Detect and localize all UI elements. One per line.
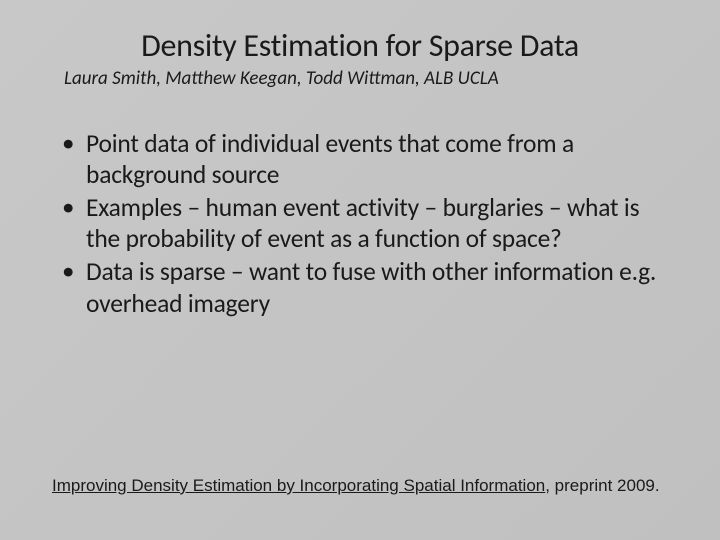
bullet-list: Point data of individual events that com… bbox=[50, 128, 670, 476]
bullet-item: Data is sparse – want to fuse with other… bbox=[62, 256, 670, 318]
citation: Improving Density Estimation by Incorpor… bbox=[50, 476, 670, 496]
citation-link: Improving Density Estimation by Incorpor… bbox=[52, 476, 545, 495]
slide-container: Density Estimation for Sparse Data Laura… bbox=[0, 0, 720, 540]
bullet-item: Point data of individual events that com… bbox=[62, 128, 670, 190]
slide-title: Density Estimation for Sparse Data bbox=[50, 26, 670, 65]
bullet-item: Examples – human event activity – burgla… bbox=[62, 192, 670, 254]
citation-tail: , preprint 2009. bbox=[545, 476, 659, 495]
slide-subtitle: Laura Smith, Matthew Keegan, Todd Wittma… bbox=[64, 67, 670, 90]
